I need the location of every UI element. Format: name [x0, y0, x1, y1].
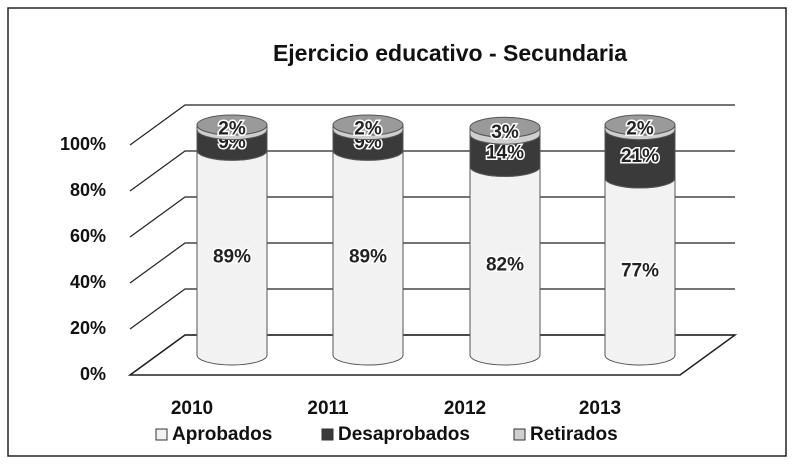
data-label: 21% [621, 146, 659, 167]
y-tick-label: 0% [80, 364, 106, 384]
legend-label: Retirados [530, 424, 618, 445]
data-label: 2% [218, 118, 246, 139]
chart-title: Ejercicio educativo - Secundaria [273, 40, 627, 66]
y-tick-label: 80% [70, 180, 106, 200]
y-tick-label: 20% [70, 318, 106, 338]
y-tick-label: 100% [60, 134, 106, 154]
x-tick-label: 2011 [307, 398, 349, 419]
grid-line [129, 242, 735, 284]
legend-swatch [321, 428, 334, 441]
data-label: 89% [213, 247, 251, 268]
grid-line [129, 196, 735, 238]
cylinder-top [604, 114, 676, 136]
legend-label: Aprobados [172, 424, 272, 445]
y-tick-label: 40% [70, 272, 106, 292]
data-label: 14% [486, 142, 524, 163]
grid-line [129, 150, 735, 192]
data-label: 3% [491, 122, 519, 143]
x-tick-label: 2012 [444, 398, 486, 419]
data-label: 2% [354, 118, 382, 139]
grid-line [129, 104, 735, 146]
grid-line [129, 288, 735, 330]
legend-swatch [155, 428, 168, 441]
x-tick-label: 2013 [579, 398, 621, 419]
cylinder-top [469, 116, 541, 138]
legend-label: Desaprobados [338, 424, 470, 445]
y-tick-label: 60% [70, 226, 106, 246]
cylinder-top [332, 114, 404, 136]
data-label: 82% [486, 255, 524, 276]
cylinder-top [196, 114, 268, 136]
grid-line [129, 334, 735, 376]
x-tick-label: 2010 [171, 398, 213, 419]
legend-swatch [513, 428, 526, 441]
data-label: 89% [349, 247, 387, 268]
data-label: 77% [621, 260, 659, 281]
data-label: 2% [626, 118, 654, 139]
